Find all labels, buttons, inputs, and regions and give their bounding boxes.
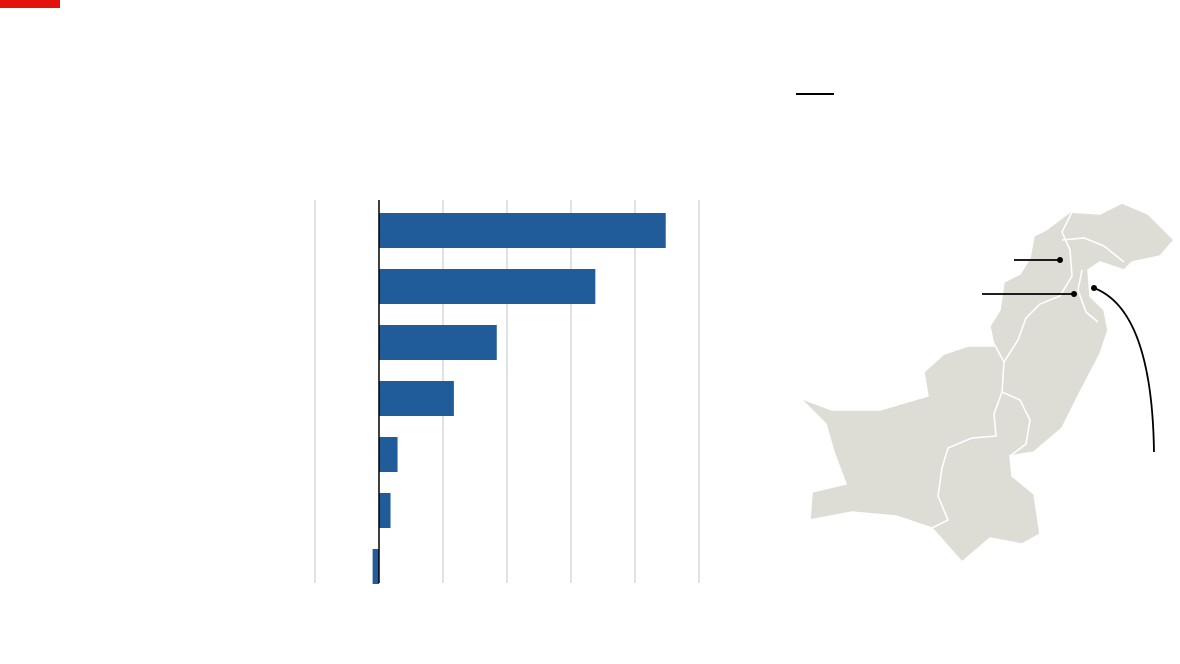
scale-bar bbox=[796, 93, 834, 95]
province-border-gilgit bbox=[1061, 237, 1125, 263]
province-border-punjab bbox=[1001, 391, 1031, 457]
callout-dot-1 bbox=[1057, 257, 1063, 263]
gridlines bbox=[314, 200, 700, 583]
province-border-west bbox=[931, 339, 1005, 529]
bar bbox=[372, 549, 379, 584]
bar bbox=[379, 213, 666, 248]
bar-chart bbox=[314, 200, 700, 584]
bars bbox=[372, 213, 666, 584]
brand-bar bbox=[0, 0, 60, 8]
callout-dot-2 bbox=[1071, 291, 1077, 297]
bar bbox=[379, 269, 596, 304]
bar bbox=[379, 493, 391, 528]
province-border-kashmir bbox=[1077, 269, 1099, 323]
map-land bbox=[799, 202, 1176, 564]
bar bbox=[379, 381, 454, 416]
bar bbox=[379, 325, 497, 360]
callout-dot-3 bbox=[1091, 285, 1097, 291]
pakistan-map bbox=[799, 202, 1176, 564]
bar bbox=[379, 437, 398, 472]
province-border-north bbox=[1003, 211, 1073, 363]
callout-line-3 bbox=[1093, 287, 1155, 453]
